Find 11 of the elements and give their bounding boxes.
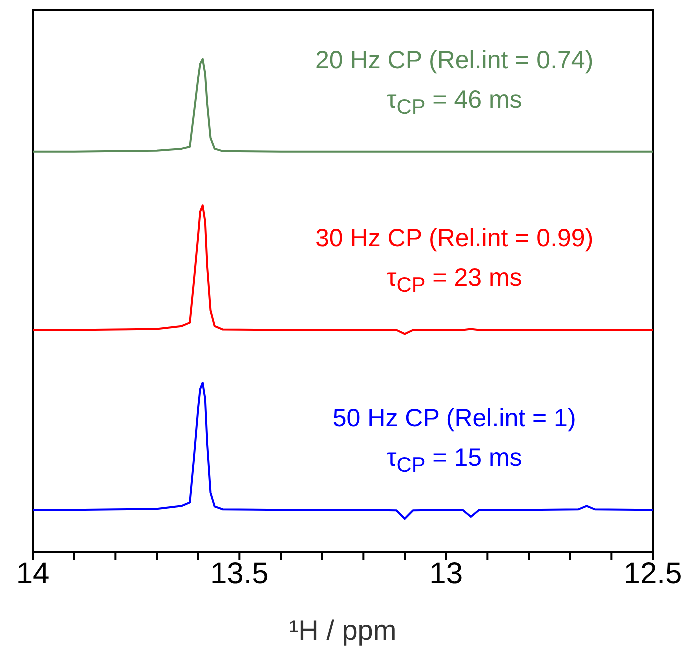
text: 30 Hz CP (Rel.int = 0.99) (316, 224, 594, 254)
annotation: τ$_{CP}$ = 46 ms (386, 86, 522, 120)
annotation: τ$_{CP}$ = 15 ms (386, 444, 522, 478)
x-axis-title: ¹H / ppm (289, 615, 397, 646)
x-tick-label: 13.5 (210, 557, 269, 590)
x-tick-label: 12.5 (624, 557, 682, 590)
text: 50 Hz CP (Rel.int = 1) (332, 404, 576, 434)
x-tick-label: 13 (430, 557, 464, 590)
text: 20 Hz CP (Rel.int = 0.74) (316, 46, 594, 76)
annotation: τ$_{CP}$ = 23 ms (386, 264, 522, 298)
x-tick-label: 14 (16, 557, 50, 590)
